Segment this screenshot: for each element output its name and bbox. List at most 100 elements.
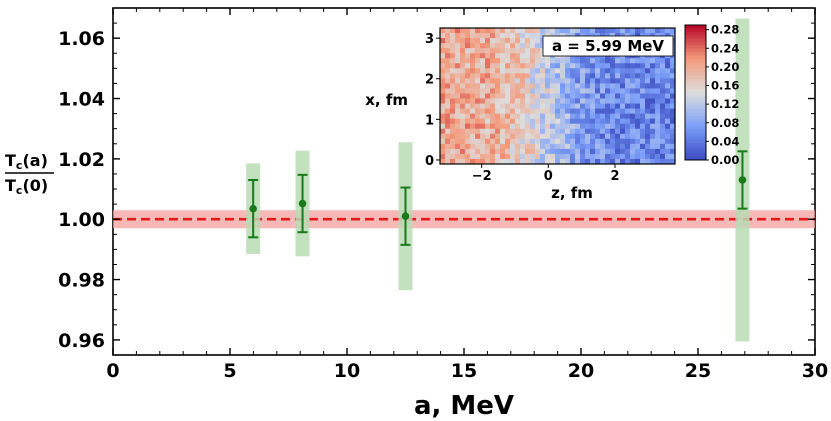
heatmap-cell (450, 48, 456, 54)
heatmap-cell (520, 53, 526, 59)
heatmap-cell (575, 58, 581, 64)
heatmap-cell (545, 158, 551, 165)
data-point-2 (401, 212, 410, 220)
colorbar-tick-label: 0.24 (711, 41, 739, 55)
heatmap-cell (550, 118, 556, 125)
heatmap-cell (570, 58, 576, 64)
heatmap-cell (445, 108, 451, 115)
heatmap-cell (500, 73, 506, 79)
colorbar-segment (685, 116, 706, 120)
heatmap-cell (645, 118, 651, 125)
y-tick-label: 0.98 (58, 270, 105, 292)
heatmap-cell (530, 83, 536, 89)
heatmap-cell (485, 83, 491, 89)
heatmap-cell (575, 123, 581, 130)
heatmap-cell (555, 93, 561, 99)
heatmap-cell (660, 158, 666, 165)
heatmap-cell (525, 133, 531, 140)
heatmap-cell (485, 48, 491, 54)
heatmap-cell (540, 78, 546, 84)
heatmap-cell (500, 148, 506, 155)
heatmap-cell (575, 98, 581, 104)
heatmap-cell (625, 153, 631, 160)
heatmap-cell (495, 138, 501, 145)
heatmap-cell (620, 98, 626, 104)
heatmap-cell (565, 148, 571, 155)
heatmap-cell (500, 98, 506, 104)
heatmap-cell (565, 63, 571, 69)
heatmap-cell (490, 103, 496, 109)
heatmap-cell (615, 148, 621, 155)
heatmap-cell (570, 148, 576, 155)
colorbar-segment (685, 41, 706, 46)
heatmap-cell (595, 158, 601, 165)
heatmap-cell (450, 128, 456, 135)
colorbar-segment (685, 68, 706, 73)
heatmap-cell (640, 78, 646, 84)
heatmap-cell (475, 68, 481, 74)
heatmap-cell (510, 93, 516, 99)
heatmap-cell (660, 78, 666, 84)
heatmap-cell (550, 158, 556, 165)
heatmap-cell (535, 48, 541, 54)
heatmap-cell (490, 93, 496, 99)
heatmap-cell (665, 73, 671, 79)
heatmap-cell (605, 118, 611, 125)
heatmap-cell (495, 108, 501, 115)
heatmap-cell (640, 118, 646, 125)
heatmap-cell (470, 108, 476, 115)
heatmap-cell (665, 88, 671, 94)
heatmap-cell (455, 138, 461, 145)
heatmap-cell (570, 153, 576, 160)
heatmap-cell (620, 83, 626, 89)
heatmap-cell (620, 123, 626, 130)
heatmap-cell (485, 93, 491, 99)
heatmap-cell (490, 138, 496, 145)
heatmap-cell (525, 68, 531, 74)
heatmap-cell (460, 158, 466, 165)
heatmap-cell (510, 143, 516, 150)
heatmap-cell (460, 48, 466, 54)
heatmap-cell (605, 28, 611, 34)
heatmap-cell (455, 48, 461, 54)
heatmap-cell (625, 28, 631, 34)
heatmap-cell (575, 83, 581, 89)
heatmap-cell (610, 148, 616, 155)
heatmap-cell (565, 143, 571, 150)
heatmap-cell (610, 123, 616, 130)
heatmap-cell (620, 148, 626, 155)
heatmap-cell (590, 93, 596, 99)
inset-y-title: x, fm (365, 91, 408, 109)
y-tick-label: 1.04 (58, 89, 105, 111)
heatmap-cell (505, 93, 511, 99)
heatmap-cell (665, 138, 671, 145)
heatmap-cell (585, 113, 591, 120)
heatmap-cell (575, 158, 581, 165)
heatmap-cell (550, 133, 556, 140)
heatmap-cell (505, 28, 511, 34)
heatmap-cell (630, 123, 636, 130)
heatmap-cell (530, 108, 536, 115)
colorbar-segment (685, 72, 706, 77)
heatmap-cell (460, 133, 466, 140)
heatmap-cell (585, 93, 591, 99)
heatmap-cell (635, 63, 641, 69)
heatmap-cell (635, 103, 641, 109)
heatmap-cell (490, 88, 496, 94)
heatmap-cell (460, 153, 466, 160)
colorbar-segment (685, 109, 706, 114)
heatmap-cell (530, 98, 536, 104)
heatmap-cell (645, 158, 651, 165)
heatmap-cell (575, 148, 581, 155)
heatmap-cell (640, 108, 646, 115)
heatmap-cell (580, 78, 586, 84)
heatmap-cell (645, 123, 651, 130)
heatmap-cell (655, 138, 661, 145)
heatmap-cell (455, 158, 461, 165)
heatmap-cell (620, 118, 626, 125)
heatmap-cell (560, 28, 566, 34)
heatmap-cell (535, 128, 541, 135)
heatmap-cell (545, 63, 551, 69)
heatmap-cell (595, 78, 601, 84)
heatmap-cell (540, 88, 546, 94)
